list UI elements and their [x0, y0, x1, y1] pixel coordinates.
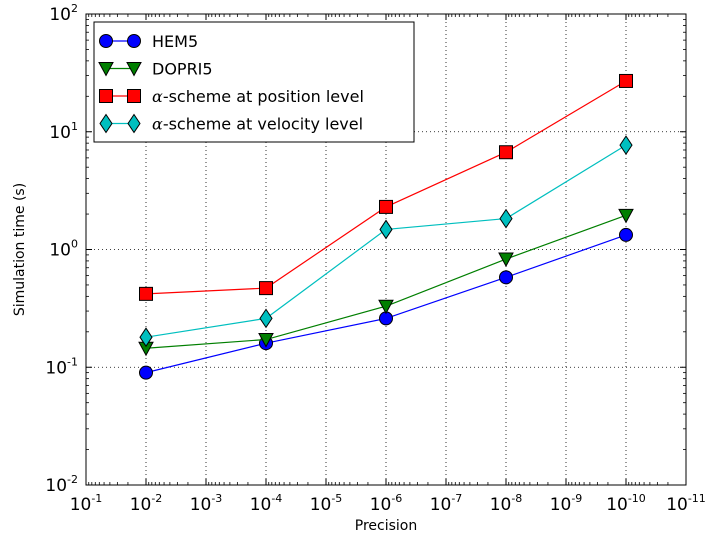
data-point [619, 73, 633, 88]
series-3 [139, 73, 633, 301]
data-point [139, 286, 153, 301]
legend-label: DOPRI5 [152, 60, 213, 79]
legend-entry: HEM5 [99, 32, 198, 51]
x-tick-label: 10-2 [130, 492, 163, 515]
x-tick-label: 10-3 [190, 492, 223, 515]
y-tick-label: 10-1 [45, 355, 78, 378]
legend-marker [127, 89, 141, 103]
data-point [499, 145, 513, 160]
data-point [259, 308, 273, 329]
legend-label: α-scheme at position level [152, 87, 364, 106]
legend-entry: α-scheme at position level [99, 87, 364, 106]
legend-marker [99, 89, 113, 103]
series-4 [139, 135, 633, 348]
x-axis-label: Precision [355, 518, 417, 534]
data-point [259, 281, 273, 296]
legend-box [93, 21, 415, 143]
data-point [619, 135, 633, 156]
y-tick-label: 10-2 [45, 473, 78, 496]
data-point [139, 327, 153, 348]
data-point [379, 219, 393, 240]
y-tick-label: 102 [49, 2, 78, 25]
data-point [498, 252, 514, 268]
x-tick-label: 10-11 [666, 492, 706, 515]
data-point [618, 208, 634, 224]
series-2 [138, 208, 634, 357]
data-point [379, 199, 393, 214]
series-layer [138, 73, 634, 380]
x-tick-label: 10-1 [70, 492, 103, 515]
x-tick-label: 10-6 [370, 492, 403, 515]
legend-marker [98, 62, 114, 77]
legend-marker [99, 113, 113, 134]
y-tick-label: 100 [49, 238, 78, 261]
y-axis-label: Simulation time (s) [12, 183, 28, 316]
x-tick-label: 10-8 [490, 492, 523, 515]
legend-marker [126, 62, 142, 77]
x-tick-label: 10-4 [250, 492, 283, 515]
legend-entry: DOPRI5 [98, 60, 213, 79]
data-point [619, 227, 633, 242]
data-point [378, 299, 394, 315]
x-tick-label: 10-5 [310, 492, 343, 515]
legend-entry: α-scheme at velocity level [99, 113, 363, 134]
legend-label: α-scheme at velocity level [152, 115, 363, 134]
x-tick-label: 10-10 [606, 492, 646, 515]
data-point [139, 365, 153, 380]
data-point [499, 208, 513, 229]
legend-label: HEM5 [152, 32, 198, 51]
legend-marker [99, 34, 113, 48]
x-tick-labels: 10-1 10-2 10-3 10-4 10-5 10-6 10-7 10-8 10-9 10-1… [70, 492, 706, 515]
ticks [85, 13, 687, 486]
legend: HEM5 DOPRI5 α-scheme at position level α-sc… [93, 21, 415, 143]
x-tick-label: 10-9 [550, 492, 583, 515]
y-tick-label: 101 [49, 120, 78, 143]
data-point [499, 270, 513, 285]
legend-marker [127, 113, 141, 134]
data-point [258, 333, 274, 348]
y-tick-labels: 10-2 10-1 100 101 102 [45, 2, 78, 496]
legend-marker [127, 34, 141, 48]
x-tick-label: 10-7 [430, 492, 463, 515]
